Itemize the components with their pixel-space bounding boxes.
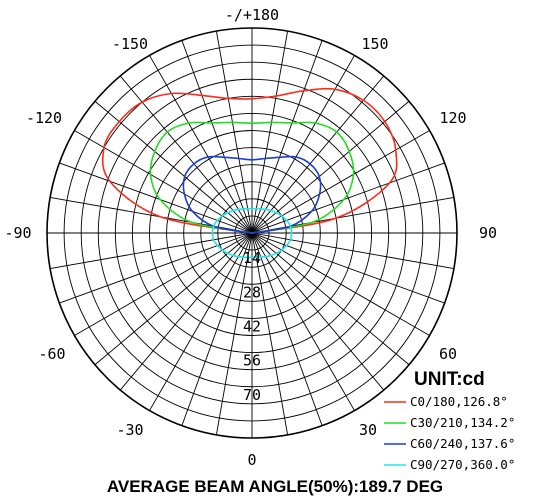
angle-label: -150	[112, 35, 148, 53]
grid-spoke	[251, 232, 454, 270]
grid-spoke	[251, 31, 289, 234]
grid-spoke	[59, 162, 253, 234]
grid-spoke	[149, 232, 253, 411]
grid-spoke	[251, 232, 445, 304]
radial-tick-label: 14	[243, 249, 261, 267]
grid-spoke	[251, 75, 385, 234]
grid-spoke	[50, 232, 253, 270]
grid-spoke	[251, 232, 355, 411]
angle-label: -120	[26, 109, 62, 127]
grid-spoke	[251, 232, 289, 435]
radial-tick-labels: 14 28 42 56 70	[243, 249, 261, 404]
grid-spoke	[251, 232, 410, 366]
grid-spoke	[94, 232, 253, 366]
angle-label: 0	[247, 451, 256, 469]
grid-spoke	[181, 40, 253, 234]
grid-spoke	[149, 55, 253, 234]
angle-label: -/+180	[225, 6, 279, 24]
grid-spoke	[251, 162, 445, 234]
angle-label: 60	[439, 345, 457, 363]
legend-entry: C0/180,126.8°	[410, 394, 508, 409]
angle-label: 30	[359, 421, 377, 439]
grid-spoke	[251, 40, 323, 234]
radial-tick-label: 56	[243, 352, 261, 370]
legend-entry: C30/210,134.2°	[410, 415, 515, 430]
grid-spoke	[251, 232, 323, 426]
angle-labels: -/+180 150 -150 120 -120 90 -90 60 -60 30 -30 0	[4, 6, 497, 469]
legend: UNIT:cd C0/180,126.8° C30/210,134.2° C60/2…	[384, 369, 515, 472]
grid-spoke	[215, 31, 253, 234]
radial-tick-label: 28	[243, 283, 261, 301]
series-curve-c0	[101, 87, 398, 234]
radial-tick-label: 42	[243, 318, 261, 336]
radial-tick-label: 70	[243, 386, 261, 404]
grid-spoke	[251, 55, 355, 234]
unit-label: UNIT:cd	[414, 369, 485, 390]
angle-label: -90	[4, 224, 31, 242]
grid-spoke	[119, 232, 253, 391]
angle-label: 150	[361, 35, 388, 53]
angle-label: 90	[479, 224, 497, 242]
series-curve-c30	[149, 121, 355, 234]
grid-spoke	[94, 100, 253, 234]
legend-entry: C60/240,137.6°	[410, 436, 515, 451]
angle-label: -60	[38, 345, 65, 363]
grid-spoke	[215, 232, 253, 435]
legend-entry: C90/270,360.0°	[410, 457, 515, 472]
angle-label: 120	[439, 109, 466, 127]
chart-title: AVERAGE BEAM ANGLE(50%):189.7 DEG	[107, 477, 443, 496]
series-curve-c90	[211, 207, 293, 259]
grid-spoke	[251, 100, 410, 234]
grid-spoke	[251, 232, 385, 391]
series-layer	[101, 87, 398, 259]
angle-label: -30	[116, 421, 143, 439]
series-curve-c60	[182, 155, 322, 234]
grid-spoke	[181, 232, 253, 426]
grid-spoke	[59, 232, 253, 304]
